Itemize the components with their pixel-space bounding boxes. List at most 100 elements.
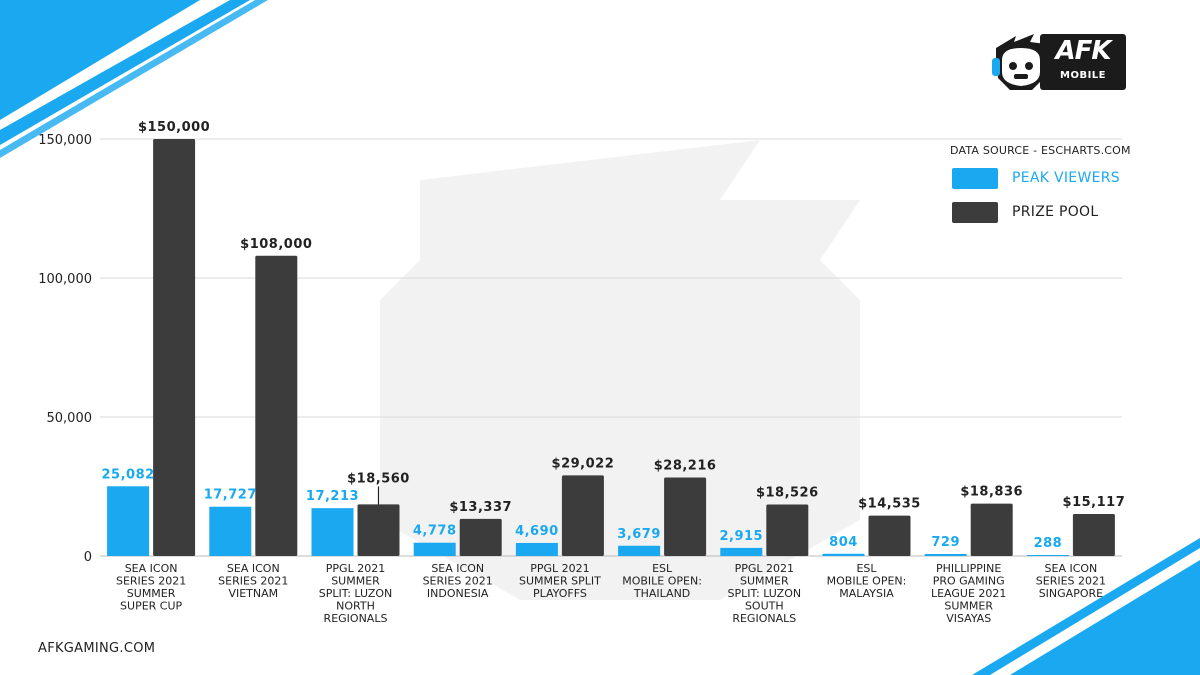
x-tick-label-line: SERIES 2021 [423,575,493,588]
x-tick-label: SEA ICON SERIES 2021 VIETNAM [218,562,288,600]
data-label-prize-pool: $18,836 [960,485,1023,500]
bar-peak-viewers [618,545,661,556]
x-tick-label: SEA ICON SERIES 2021 INDONESIA [423,562,493,600]
x-tick-label-line: PLAYOFFS [533,587,587,600]
data-label-prize-pool: $13,337 [449,500,512,515]
x-tick-label-line: PPGL 2021 [735,562,794,575]
x-tick-label-line: SPLIT: LUZON [319,587,393,600]
bar-prize-pool [153,139,196,556]
bar-peak-viewers [720,547,763,556]
x-tick-label-line: SERIES 2021 [1036,575,1106,588]
x-tick-label: PPGL 2021 SUMMER SPLIT: LUZON NORTH REGIONAL… [319,562,393,625]
bars [107,139,1115,556]
bar-prize-pool [970,503,1013,556]
x-tick-label-line: NORTH [336,600,375,613]
website-footer: AFKGAMING.COM [38,641,156,656]
data-label-prize-pool: $28,216 [654,459,717,474]
x-tick-label-line: SOUTH [745,600,784,613]
x-tick-label-line: SEA ICON [431,562,484,575]
afk-mobile-logo: AFK MOBILE [988,30,1128,96]
data-label-peak-viewers: 17,727 [204,488,257,503]
x-tick-label: PPGL 2021 SUMMER SPLIT: LUZON SOUTH REGIONAL… [728,562,802,625]
x-tick-label-line: SERIES 2021 [218,575,288,588]
data-label-peak-viewers: 804 [829,535,858,550]
bar-prize-pool [357,504,400,556]
x-tick-label-line: REGIONALS [324,612,388,625]
x-tick-label-line: SUMMER [331,575,380,588]
y-tick-label: 150,000 [38,133,92,148]
x-tick-label-line: MOBILE OPEN: [622,575,702,588]
data-label-peak-viewers: 288 [1034,536,1063,551]
data-label-prize-pool: $18,526 [756,485,819,500]
x-tick-label-line: PPGL 2021 [326,562,385,575]
data-label-prize-pool: $29,022 [552,456,615,471]
x-tick-label-line: LEAGUE 2021 [931,587,1006,600]
x-tick-label: ESL MOBILE OPEN: THAILAND [622,562,702,600]
x-tick-label-line: SUMMER [944,600,993,613]
bar-peak-viewers [413,542,456,556]
x-tick-label-line: ESL [856,562,877,575]
bar-peak-viewers [1026,555,1069,556]
x-tick-label-line: SUPER CUP [120,600,182,613]
corner-stripes-bottom-right [972,538,1200,675]
y-tick-label: 0 [84,550,92,565]
bar-peak-viewers [924,553,967,556]
y-tick-label: 100,000 [38,272,92,287]
bar-peak-viewers [515,542,558,556]
legend-label-prize-pool: PRIZE POOL [1012,204,1099,220]
y-tick-label: 50,000 [47,411,93,426]
data-label-peak-viewers: 17,213 [306,489,359,504]
data-label-peak-viewers: 2,915 [719,529,763,544]
x-tick-label-line: REGIONALS [732,612,796,625]
bar-prize-pool [1072,513,1115,556]
x-tick-label-line: SUMMER [127,587,176,600]
bar-prize-pool [255,255,298,556]
x-tick-label: PPGL 2021 SUMMER SPLIT PLAYOFFS [519,562,601,600]
data-label-peak-viewers: 3,679 [617,527,661,542]
x-tick-label-line: MOBILE OPEN: [827,575,907,588]
x-tick-label-line: SEA ICON [125,562,178,575]
legend-swatch-prize-pool [952,202,998,223]
watermark-mascot-icon [380,140,860,600]
x-tick-label-line: PPGL 2021 [530,562,589,575]
x-tick-label: SEA ICON SERIES 2021 SUMMER SUPER CUP [116,562,186,613]
x-tick-label: SEA ICON SERIES 2021 SINGAPORE [1036,562,1106,600]
bar-peak-viewers [107,486,150,556]
bar-peak-viewers [311,508,354,556]
corner-stripes-top-left [0,0,268,158]
x-tick-label-line: SERIES 2021 [116,575,186,588]
legend-label-peak-viewers: PEAK VIEWERS [1012,170,1120,186]
x-tick-label-line: SUMMER SPLIT [519,575,601,588]
x-tick-label-line: MALAYSIA [839,587,894,600]
x-tick-label-line: VIETNAM [228,587,278,600]
bar-prize-pool [459,518,502,556]
x-tick-label-line: ESL [652,562,673,575]
data-label-peak-viewers: 4,778 [413,524,457,539]
x-tick-label-line: THAILAND [633,587,690,600]
legend-swatch-peak-viewers [952,168,998,189]
bar-prize-pool [561,475,604,556]
bar-peak-viewers [209,506,252,556]
chart-legend: DATA SOURCE - ESCHARTS.COM PEAK VIEWERS … [948,144,1138,223]
bar-prize-pool [664,477,707,556]
bar-prize-pool [868,515,911,556]
data-label-prize-pool: $150,000 [138,120,210,135]
value-labels: 25,082 $150,000 17,727 $108,000 17,213 $18,56… [102,120,1125,551]
logo-text: AFK [1055,36,1111,66]
data-label-peak-viewers: 25,082 [102,467,155,482]
bar-peak-viewers [822,553,865,556]
data-source-note: DATA SOURCE - ESCHARTS.COM [950,144,1131,157]
data-label-prize-pool: $14,535 [858,497,921,512]
x-tick-label-line: PRO GAMING [933,575,1005,588]
data-label-peak-viewers: 729 [931,535,960,550]
x-tick-label: ESL MOBILE OPEN: MALAYSIA [827,562,907,600]
data-label-prize-pool: $18,560 [347,471,410,486]
logo-subtext: MOBILE [1060,70,1106,81]
x-tick-label: PHILLIPPINE PRO GAMING LEAGUE 2021 SUMMER VI… [931,562,1006,625]
x-tick-label-line: SUMMER [740,575,789,588]
x-tick-label-line: VISAYAS [946,612,991,625]
bar-prize-pool [766,504,809,556]
x-tick-label-line: INDONESIA [427,587,489,600]
